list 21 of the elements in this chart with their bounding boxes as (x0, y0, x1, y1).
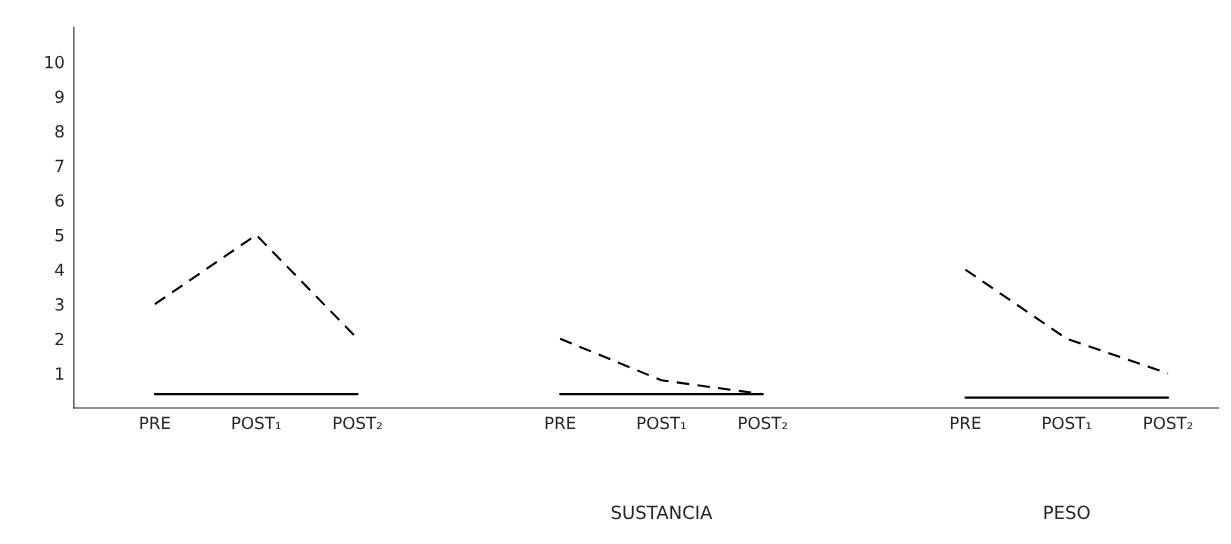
x-tick-label: PRE (140, 416, 170, 429)
x-tick-label: POST₁ (1043, 416, 1092, 430)
x-tick-label: PRE (545, 416, 576, 429)
text: SUSTANCIA (611, 505, 713, 520)
x-tick-label: POST₁ (232, 416, 281, 430)
y-tick-label: 3 (55, 298, 64, 311)
x-tick-label: POST₂ (333, 416, 382, 430)
x-tick-label: POST₁ (637, 416, 686, 430)
y-tick-label: 4 (55, 263, 64, 276)
y-tick-label: 10 (45, 55, 64, 69)
y-tick-label: 5 (55, 229, 64, 242)
y-tick-label: 8 (55, 125, 64, 138)
x-tick-label: POST₂ (739, 416, 788, 430)
x-tick-label: PRE (950, 416, 981, 429)
x-tick-label: POST₂ (1144, 416, 1193, 430)
y-tick-label: 7 (55, 159, 64, 172)
y-tick-label: 1 (56, 367, 64, 380)
y-tick-label: 2 (55, 332, 64, 346)
text: PESO (1044, 505, 1090, 520)
y-tick-label: 9 (55, 90, 64, 104)
y-tick-label: 6 (55, 194, 64, 207)
